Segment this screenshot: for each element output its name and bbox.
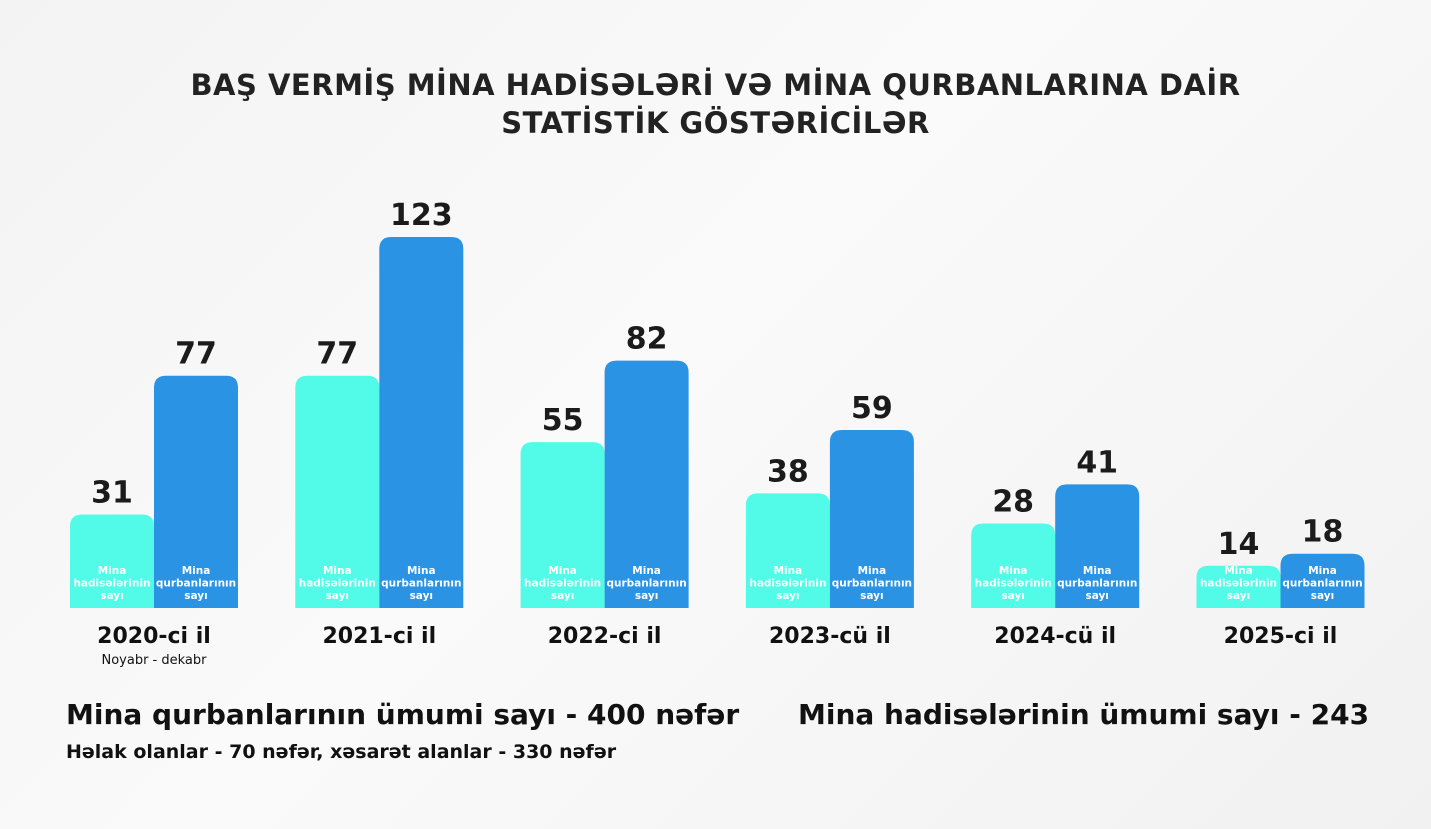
category-label-4: 2023-cü il (769, 624, 891, 649)
data-label-victims-1: 77 (175, 337, 217, 372)
category-label-6: 2025-ci il (1224, 624, 1338, 649)
data-label-incidents-3: 55 (542, 403, 584, 438)
bar-inner-label-incidents-1: hadisələrinin (73, 578, 150, 590)
bar-victims-5 (1055, 484, 1140, 608)
bar-inner-label-incidents-5: Mina (999, 565, 1028, 577)
bar-inner-label-victims-1: sayı (184, 590, 207, 602)
bar-inner-label-victims-4: sayı (860, 590, 883, 602)
bar-inner-label-incidents-4: sayı (776, 590, 799, 602)
bar-victims-1 (154, 375, 238, 608)
bar-inner-label-incidents-6: hadisələrinin (1200, 578, 1277, 590)
bar-inner-label-incidents-1: sayı (100, 590, 123, 602)
data-label-victims-6: 18 (1302, 515, 1344, 550)
category-sublabel-1: Noyabr - dekabr (101, 653, 207, 668)
bar-inner-label-victims-5: qurbanlarının (1057, 578, 1137, 590)
bar-incidents-6 (1196, 565, 1281, 608)
bar-inner-label-incidents-2: sayı (326, 590, 349, 602)
bar-incidents-3 (520, 442, 605, 608)
bar-victims-2 (379, 237, 464, 608)
chart-title-line-1: BAŞ VERMİŞ MİNA HADİSƏLƏRİ VƏ MİNA QURBA… (190, 68, 1241, 102)
data-label-incidents-4: 38 (767, 454, 809, 489)
bar-inner-label-incidents-4: Mina (774, 565, 803, 577)
bar-inner-label-victims-3: qurbanlarının (606, 578, 686, 590)
data-label-victims-2: 123 (390, 198, 453, 233)
bar-inner-label-victims-2: sayı (410, 590, 433, 602)
victims-total-summary: Mina qurbanlarının ümumi sayı - 400 nəfə… (66, 698, 740, 731)
data-label-victims-3: 82 (626, 322, 668, 357)
data-label-incidents-1: 31 (91, 475, 133, 510)
bar-inner-label-victims-2: qurbanlarının (381, 578, 461, 590)
bar-inner-label-victims-2: Mina (407, 565, 436, 577)
data-label-incidents-2: 77 (316, 337, 358, 372)
data-label-victims-4: 59 (851, 391, 893, 426)
bar-inner-label-victims-6: Mina (1308, 565, 1337, 577)
bar-inner-label-victims-1: Mina (182, 565, 211, 577)
bar-inner-label-incidents-6: sayı (1227, 590, 1250, 602)
chart-title: BAŞ VERMİŞ MİNA HADİSƏLƏRİ VƏ MİNA QURBA… (0, 66, 1431, 142)
bar-inner-label-victims-1: qurbanlarının (156, 578, 236, 590)
category-label-1: 2020-ci il (97, 624, 211, 649)
bar-inner-label-victims-4: qurbanlarının (832, 578, 912, 590)
bar-inner-label-incidents-3: sayı (551, 590, 574, 602)
bar-inner-label-incidents-1: Mina (98, 565, 127, 577)
data-label-incidents-6: 14 (1218, 527, 1260, 562)
bar-incidents-1 (70, 514, 154, 608)
bar-victims-4 (829, 430, 914, 608)
bar-inner-label-victims-5: sayı (1085, 590, 1108, 602)
bar-victims-3 (604, 360, 689, 608)
bar-inner-label-incidents-3: Mina (548, 565, 577, 577)
category-label-2: 2021-ci il (322, 624, 436, 649)
category-label-5: 2024-cü il (994, 624, 1116, 649)
chart-title-line-2: STATİSTİK GÖSTƏRİCİLƏR (501, 106, 930, 140)
bar-inner-label-incidents-5: hadisələrinin (975, 578, 1052, 590)
bar-inner-label-incidents-2: Mina (323, 565, 352, 577)
bar-inner-label-victims-6: sayı (1311, 590, 1334, 602)
bar-incidents-2 (295, 375, 380, 608)
bar-inner-label-incidents-3: hadisələrinin (524, 578, 601, 590)
bar-inner-label-victims-3: sayı (635, 590, 658, 602)
data-label-incidents-5: 28 (992, 485, 1034, 520)
bar-inner-label-victims-3: Mina (632, 565, 661, 577)
bar-inner-label-incidents-5: sayı (1001, 590, 1024, 602)
bar-incidents-5 (971, 523, 1056, 608)
bar-inner-label-victims-4: Mina (858, 565, 887, 577)
category-label-3: 2022-ci il (548, 624, 662, 649)
data-label-victims-5: 41 (1076, 445, 1118, 480)
bar-inner-label-victims-6: qurbanlarının (1282, 578, 1362, 590)
victims-breakdown-summary: Həlak olanlar - 70 nəfər, xəsarət alanla… (66, 741, 617, 763)
bar-inner-label-victims-5: Mina (1083, 565, 1112, 577)
incidents-total-summary: Mina hadisələrinin ümumi sayı - 243 (798, 698, 1370, 731)
bar-inner-label-incidents-4: hadisələrinin (749, 578, 826, 590)
bar-incidents-4 (745, 493, 830, 608)
bar-inner-label-incidents-6: Mina (1224, 565, 1253, 577)
bar-inner-label-incidents-2: hadisələrinin (299, 578, 376, 590)
bar-victims-6 (1280, 553, 1365, 608)
